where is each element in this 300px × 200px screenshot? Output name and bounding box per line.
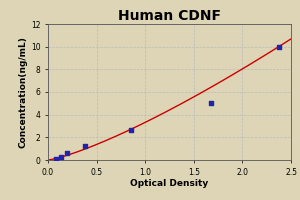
X-axis label: Optical Density: Optical Density — [130, 179, 208, 188]
Point — [58, 155, 63, 158]
Point — [65, 151, 70, 154]
Title: Human CDNF: Human CDNF — [118, 9, 221, 23]
Point — [53, 157, 58, 161]
Point — [277, 45, 282, 48]
Point — [209, 102, 214, 105]
Y-axis label: Concentration(ng/mL): Concentration(ng/mL) — [19, 36, 28, 148]
Point — [128, 128, 133, 132]
Point — [82, 144, 87, 147]
